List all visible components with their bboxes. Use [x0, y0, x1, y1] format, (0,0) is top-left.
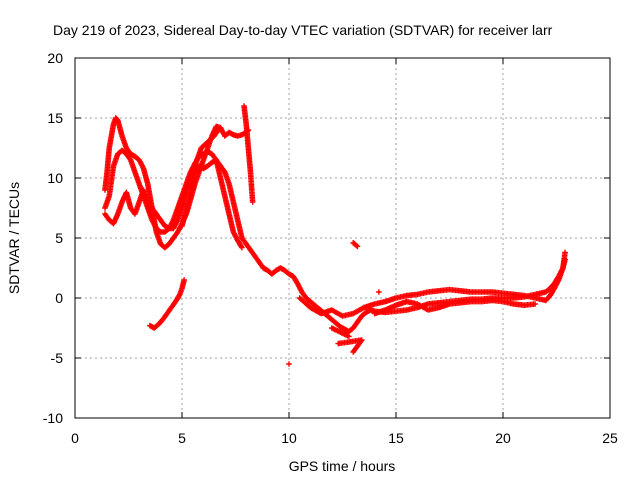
y-tick-label: 5 — [55, 230, 63, 246]
series-rising-branch — [179, 127, 222, 229]
data-point — [335, 340, 342, 347]
data-point — [286, 361, 292, 367]
x-tick-label: 25 — [602, 430, 618, 446]
x-tick-label: 10 — [281, 430, 297, 446]
series-spike-around-8h — [241, 103, 256, 205]
x-axis-label: GPS time / hours — [289, 458, 396, 474]
y-axis-label: SDTVAR / TECUs — [6, 182, 22, 294]
data-point — [376, 289, 382, 295]
series-after-noon-trace — [296, 249, 568, 319]
x-tick-label: 0 — [71, 430, 79, 446]
y-tick-label: -5 — [51, 350, 64, 366]
data-point — [346, 333, 352, 340]
series-wavy-trace — [371, 297, 538, 317]
y-tick-label: -10 — [43, 410, 63, 426]
data-point — [249, 199, 256, 205]
x-tick-label: 20 — [495, 430, 511, 446]
y-tick-label: 20 — [47, 50, 63, 66]
data-point — [181, 277, 187, 283]
y-tick-label: 15 — [47, 110, 63, 126]
data-points — [102, 103, 568, 367]
data-point — [354, 243, 361, 250]
y-tick-label: 10 — [47, 170, 63, 186]
x-tick-label: 5 — [178, 430, 186, 446]
series-isolated-points — [286, 240, 382, 367]
x-tick-label: 15 — [388, 430, 404, 446]
data-point — [239, 244, 245, 251]
y-tick-label: 0 — [55, 290, 63, 306]
chart-title: Day 219 of 2023, Sidereal Day-to-day VTE… — [53, 22, 553, 38]
data-point — [215, 127, 222, 133]
data-point — [532, 301, 538, 307]
series-early-morning-low-segment — [147, 277, 187, 331]
data-point — [353, 242, 360, 249]
gridlines — [75, 58, 610, 418]
data-point — [562, 249, 568, 256]
x-axis-ticks: 0 5 10 15 20 25 — [71, 58, 618, 446]
y-axis-ticks: -10 -5 0 5 10 15 20 — [43, 50, 610, 426]
